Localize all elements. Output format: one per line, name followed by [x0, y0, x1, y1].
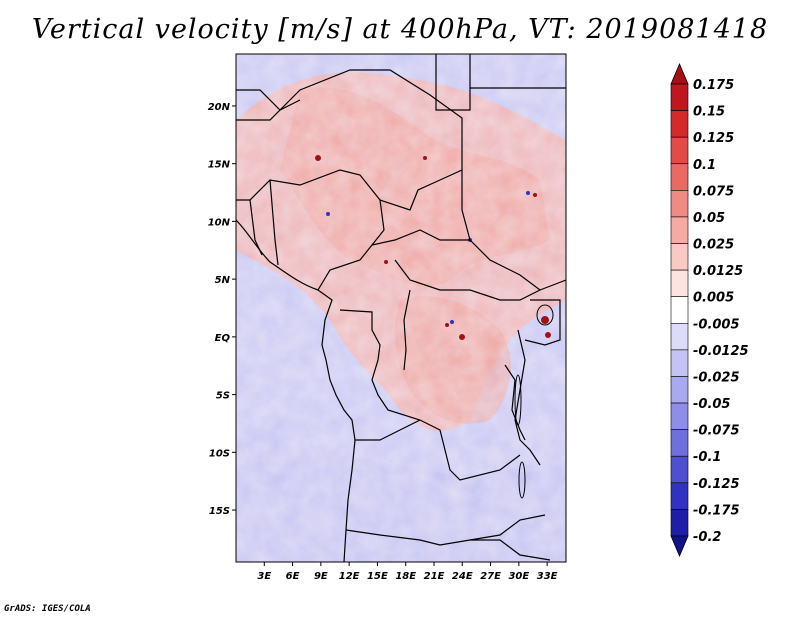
lat-tick-label: EQ	[215, 333, 231, 344]
lat-tick-label: 5N	[215, 275, 231, 286]
colorbar-label: -0.2	[693, 530, 721, 545]
colorbar-segment	[670, 455, 689, 484]
lat-tick-label: 5S	[216, 391, 230, 402]
lon-tick-label: 24E	[452, 571, 473, 582]
lon-tick-label: 27E	[480, 571, 501, 582]
colorbar-label: 0.125	[693, 131, 734, 146]
lon-tick-label: 18E	[395, 571, 416, 582]
colorbar-segment	[670, 402, 689, 430]
lon-tick-label: 15E	[367, 571, 388, 582]
colorbar-segment	[670, 322, 689, 351]
colorbar-segment	[670, 190, 689, 218]
lon-tick-label: 12E	[339, 571, 360, 582]
colorbar-segment	[670, 216, 689, 244]
colorbar-segment	[670, 535, 689, 558]
colorbar-label: 0.15	[693, 105, 725, 120]
lon-tick-label: 30E	[508, 571, 529, 582]
colorbar-label: -0.05	[693, 397, 730, 412]
colorbar-segment	[670, 509, 689, 537]
latitude-axis: 20N 15N 10N 5N EQ 5S 10S 15S	[208, 102, 236, 517]
lon-tick-label: 21E	[424, 571, 445, 582]
colorbar-segment	[670, 296, 689, 324]
lon-tick-label: 9E	[314, 571, 328, 582]
colorbar-segment	[670, 163, 689, 191]
colorbar-label: -0.075	[693, 424, 740, 439]
lat-tick-label: 15N	[208, 160, 231, 171]
colorbar-label: -0.125	[693, 477, 740, 492]
colorbar-segment	[670, 136, 689, 165]
colorbar-segment	[670, 243, 689, 271]
colorbar-segment	[670, 269, 689, 298]
lat-tick-label: 10S	[209, 448, 230, 459]
colorbar-label: 0.025	[693, 238, 734, 253]
colorbar-label: 0.1	[693, 158, 716, 173]
lat-tick-label: 15S	[209, 506, 230, 517]
colorbar-label: -0.1	[693, 450, 721, 465]
colorbar-segment	[670, 376, 689, 404]
colorbar-label: 0.05	[693, 211, 725, 226]
colorbar-segment	[670, 83, 689, 111]
chart-title: Vertical velocity [m/s] at 400hPa, VT: 2…	[31, 14, 769, 45]
colorbar-segment	[670, 110, 689, 138]
colorbar-segment	[670, 349, 689, 377]
colorbar-label: -0.025	[693, 370, 740, 385]
credit-text: GrADS: IGES/COLA	[4, 604, 91, 614]
colorbar: 0.175 0.15 0.125 0.1 0.075 0.05 0.025 0.0125 0.0…	[670, 62, 749, 558]
lat-tick-label: 10N	[208, 217, 231, 228]
colorbar-label: -0.005	[693, 317, 740, 332]
colorbar-label: 0.175	[693, 78, 734, 93]
lon-tick-label: 6E	[286, 571, 300, 582]
colorbar-label: 0.075	[693, 184, 734, 199]
lon-tick-label: 33E	[537, 571, 558, 582]
colorbar-label: -0.0125	[693, 344, 749, 359]
colorbar-segment	[670, 482, 689, 510]
velocity-field	[236, 54, 566, 562]
colorbar-label: 0.0125	[693, 264, 743, 279]
colorbar-segment	[670, 429, 689, 457]
lon-tick-label: 3E	[257, 571, 271, 582]
colorbar-label: 0.005	[693, 291, 734, 306]
colorbar-label: -0.175	[693, 503, 740, 518]
longitude-axis: 3E 6E 9E 12E 15E 18E 21E 24E 27E 30E 33E	[257, 562, 558, 582]
lat-tick-label: 20N	[208, 102, 231, 113]
colorbar-segment	[670, 62, 689, 85]
